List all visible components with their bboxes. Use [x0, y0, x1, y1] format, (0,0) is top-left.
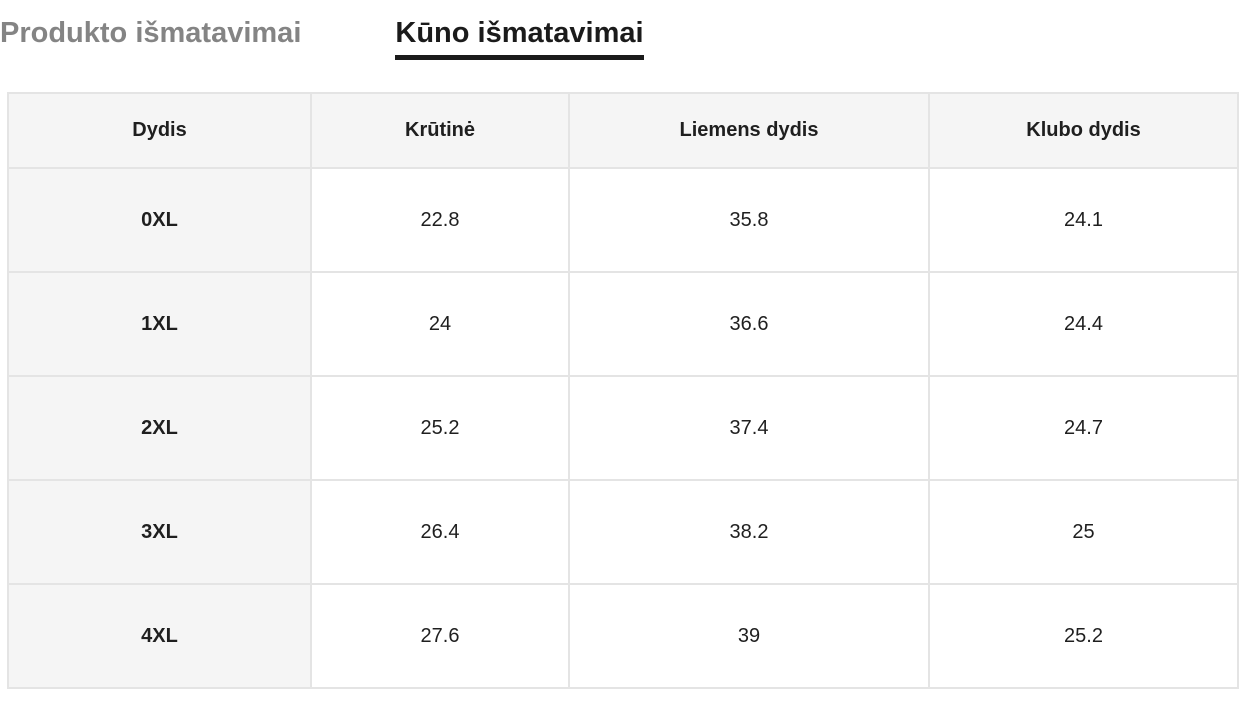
measurement-value-cell: 24.7 — [928, 375, 1239, 481]
table-row: 0XL 22.8 35.8 24.1 — [7, 167, 1239, 273]
size-label-cell: 1XL — [7, 271, 312, 377]
size-label-cell: 2XL — [7, 375, 312, 481]
table-row: 4XL 27.6 39 25.2 — [7, 583, 1239, 689]
size-table-header: Dydis Krūtinė Liemens dydis Klubo dydis — [7, 92, 1239, 169]
column-header-2: Liemens dydis — [568, 92, 930, 169]
measurement-value-cell: 22.8 — [310, 167, 570, 273]
measurement-value-cell: 25 — [928, 479, 1239, 585]
size-label-cell: 4XL — [7, 583, 312, 689]
tab-body-measurements[interactable]: Kūno išmatavimai — [395, 16, 644, 60]
size-label-cell: 0XL — [7, 167, 312, 273]
measurement-value-cell: 35.8 — [568, 167, 930, 273]
measurement-value-cell: 24 — [310, 271, 570, 377]
column-header-3: Klubo dydis — [928, 92, 1239, 169]
measurement-value-cell: 24.1 — [928, 167, 1239, 273]
table-row: 3XL 26.4 38.2 25 — [7, 479, 1239, 585]
table-row: 2XL 25.2 37.4 24.7 — [7, 375, 1239, 481]
column-header-0: Dydis — [7, 92, 312, 169]
measurement-value-cell: 25.2 — [310, 375, 570, 481]
header-row: Dydis Krūtinė Liemens dydis Klubo dydis — [7, 92, 1239, 169]
measurement-value-cell: 27.6 — [310, 583, 570, 689]
measurement-value-cell: 24.4 — [928, 271, 1239, 377]
size-label-cell: 3XL — [7, 479, 312, 585]
tab-product-measurements[interactable]: Produkto išmatavimai — [0, 17, 302, 49]
column-header-1: Krūtinė — [310, 92, 570, 169]
size-table: Dydis Krūtinė Liemens dydis Klubo dydis 0XL… — [7, 92, 1239, 689]
measurement-value-cell: 25.2 — [928, 583, 1239, 689]
measurement-value-cell: 26.4 — [310, 479, 570, 585]
size-table-body: 0XL 22.8 35.8 24.1 1XL 24 36.6 24.4 2XL 25.2 37.4 2… — [7, 167, 1239, 689]
measurement-value-cell: 36.6 — [568, 271, 930, 377]
table-row: 1XL 24 36.6 24.4 — [7, 271, 1239, 377]
measurement-value-cell: 38.2 — [568, 479, 930, 585]
measurement-value-cell: 39 — [568, 583, 930, 689]
measurement-tabs: Produkto išmatavimai Kūno išmatavimai — [0, 0, 1244, 60]
measurement-value-cell: 37.4 — [568, 375, 930, 481]
